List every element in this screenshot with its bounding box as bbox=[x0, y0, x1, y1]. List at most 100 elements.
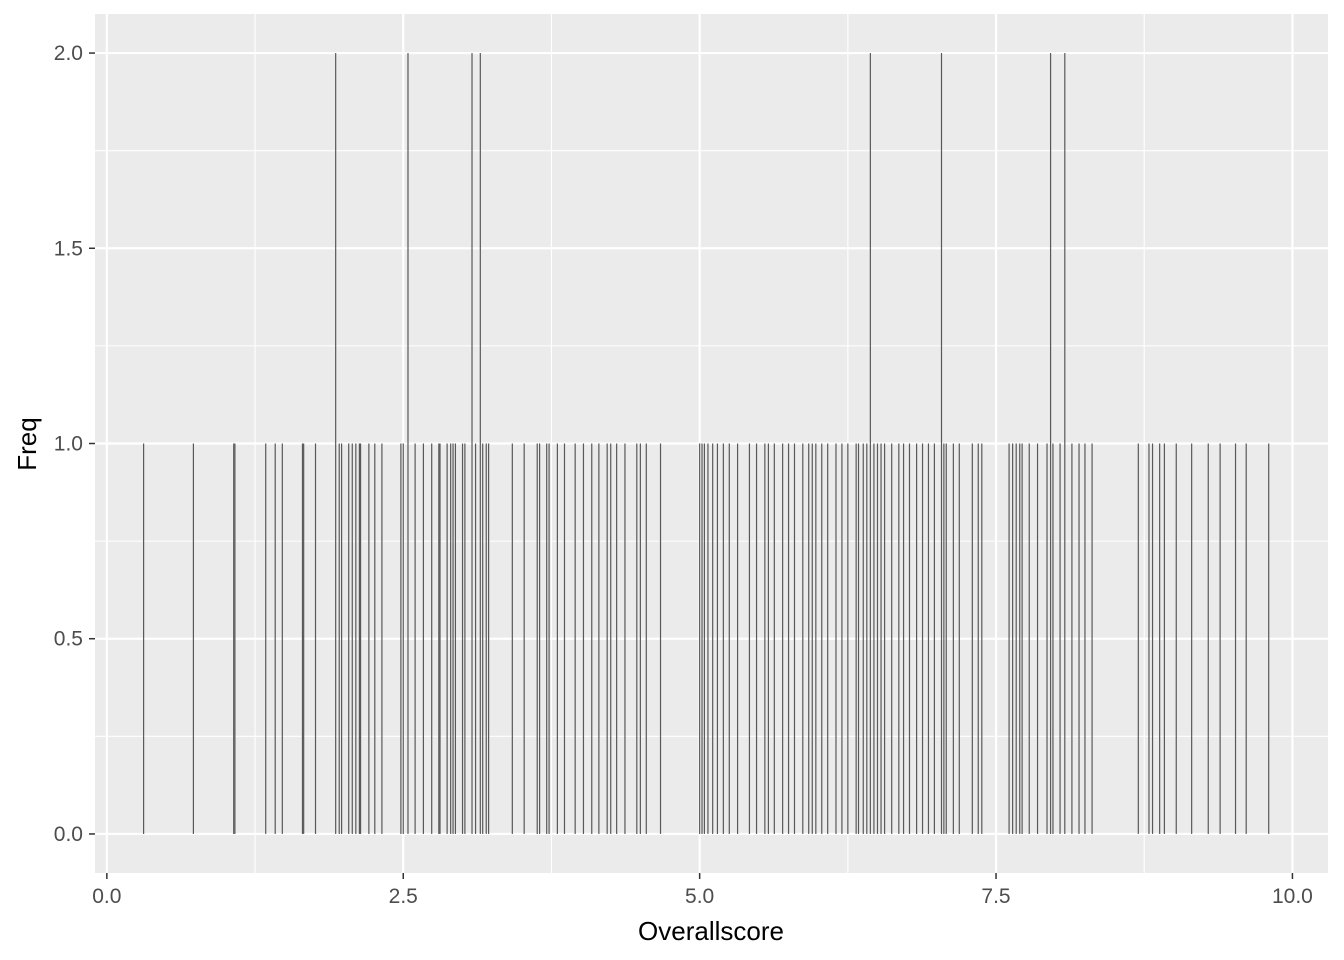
bar bbox=[536, 443, 538, 834]
y-axis-title: Freq bbox=[12, 417, 42, 470]
bar bbox=[716, 443, 719, 834]
bar bbox=[624, 443, 626, 834]
bar bbox=[873, 443, 875, 834]
bar bbox=[1021, 443, 1023, 834]
bar bbox=[891, 443, 893, 834]
bar bbox=[431, 443, 433, 834]
bar bbox=[841, 443, 843, 834]
bar bbox=[699, 443, 701, 834]
bar bbox=[1015, 443, 1017, 834]
bar bbox=[945, 443, 947, 834]
bar bbox=[782, 443, 784, 834]
bar bbox=[1191, 443, 1193, 834]
bar bbox=[381, 443, 383, 834]
bar bbox=[1207, 443, 1209, 834]
bar bbox=[748, 443, 751, 834]
bar bbox=[1064, 53, 1066, 834]
bar bbox=[722, 443, 724, 834]
bar bbox=[921, 443, 924, 834]
bar bbox=[438, 443, 440, 834]
bar bbox=[1137, 443, 1139, 834]
bar bbox=[338, 443, 340, 834]
bar bbox=[461, 443, 464, 834]
bar bbox=[1078, 443, 1080, 834]
bar bbox=[728, 443, 730, 834]
y-tick-label: 0.0 bbox=[54, 823, 83, 846]
bar bbox=[265, 443, 267, 834]
y-axis: 0.0 0.5 1.0 1.5 2.0 bbox=[54, 42, 95, 846]
bar bbox=[1084, 443, 1086, 834]
bar bbox=[402, 443, 404, 834]
bar bbox=[301, 443, 304, 834]
bar bbox=[143, 443, 145, 834]
bar bbox=[192, 443, 195, 834]
bar bbox=[407, 53, 409, 834]
bar bbox=[606, 443, 608, 834]
bar bbox=[787, 443, 790, 834]
bar bbox=[940, 53, 943, 834]
bar bbox=[414, 443, 416, 834]
bar bbox=[303, 443, 305, 834]
bar bbox=[546, 443, 548, 834]
bar bbox=[335, 53, 337, 834]
x-tick-label: 10.0 bbox=[1272, 885, 1313, 908]
bar bbox=[446, 443, 448, 834]
bar bbox=[908, 443, 911, 834]
bar bbox=[927, 443, 930, 834]
y-tick-label: 1.0 bbox=[54, 433, 83, 456]
bar bbox=[234, 443, 236, 834]
bar bbox=[1163, 443, 1165, 834]
bar bbox=[876, 443, 879, 834]
bar bbox=[645, 443, 647, 834]
bar bbox=[703, 443, 705, 834]
bar bbox=[835, 443, 837, 834]
bar bbox=[556, 443, 558, 834]
bar bbox=[701, 443, 703, 834]
bar bbox=[943, 443, 945, 834]
bar bbox=[755, 443, 758, 834]
bar bbox=[439, 443, 441, 834]
x-tick-label: 0.0 bbox=[92, 885, 121, 908]
bar bbox=[827, 443, 829, 834]
bar bbox=[971, 443, 973, 834]
bar bbox=[1151, 443, 1154, 834]
bar bbox=[233, 443, 235, 834]
bar bbox=[616, 443, 618, 834]
bar bbox=[582, 443, 585, 834]
bar bbox=[598, 443, 600, 834]
bar bbox=[1219, 443, 1221, 834]
bar bbox=[368, 443, 370, 834]
bar bbox=[1245, 443, 1247, 834]
bar bbox=[808, 443, 810, 834]
bar bbox=[281, 443, 283, 834]
bar bbox=[981, 443, 983, 834]
bar bbox=[452, 443, 454, 834]
bar bbox=[358, 443, 360, 834]
bar bbox=[355, 443, 357, 834]
bar bbox=[883, 443, 886, 834]
bar bbox=[933, 443, 935, 834]
bar bbox=[1091, 443, 1093, 834]
bar bbox=[1019, 443, 1021, 834]
bar bbox=[639, 443, 641, 834]
bar bbox=[422, 443, 425, 834]
bar bbox=[952, 443, 954, 834]
bar bbox=[538, 443, 541, 834]
bar bbox=[1268, 443, 1270, 834]
bar bbox=[1234, 443, 1237, 834]
x-tick-label: 7.5 bbox=[981, 885, 1010, 908]
bar bbox=[659, 443, 662, 834]
bar bbox=[1028, 443, 1030, 834]
bar bbox=[341, 443, 343, 834]
bar bbox=[563, 443, 566, 834]
bar bbox=[855, 443, 857, 834]
bar bbox=[977, 443, 979, 834]
bar bbox=[523, 443, 525, 834]
bar bbox=[351, 443, 353, 834]
bar bbox=[1008, 443, 1010, 834]
x-axis: 0.0 2.5 5.0 7.5 10.0 bbox=[92, 873, 1313, 908]
bar bbox=[1059, 443, 1061, 834]
bar bbox=[1052, 443, 1054, 834]
bar bbox=[511, 443, 513, 834]
